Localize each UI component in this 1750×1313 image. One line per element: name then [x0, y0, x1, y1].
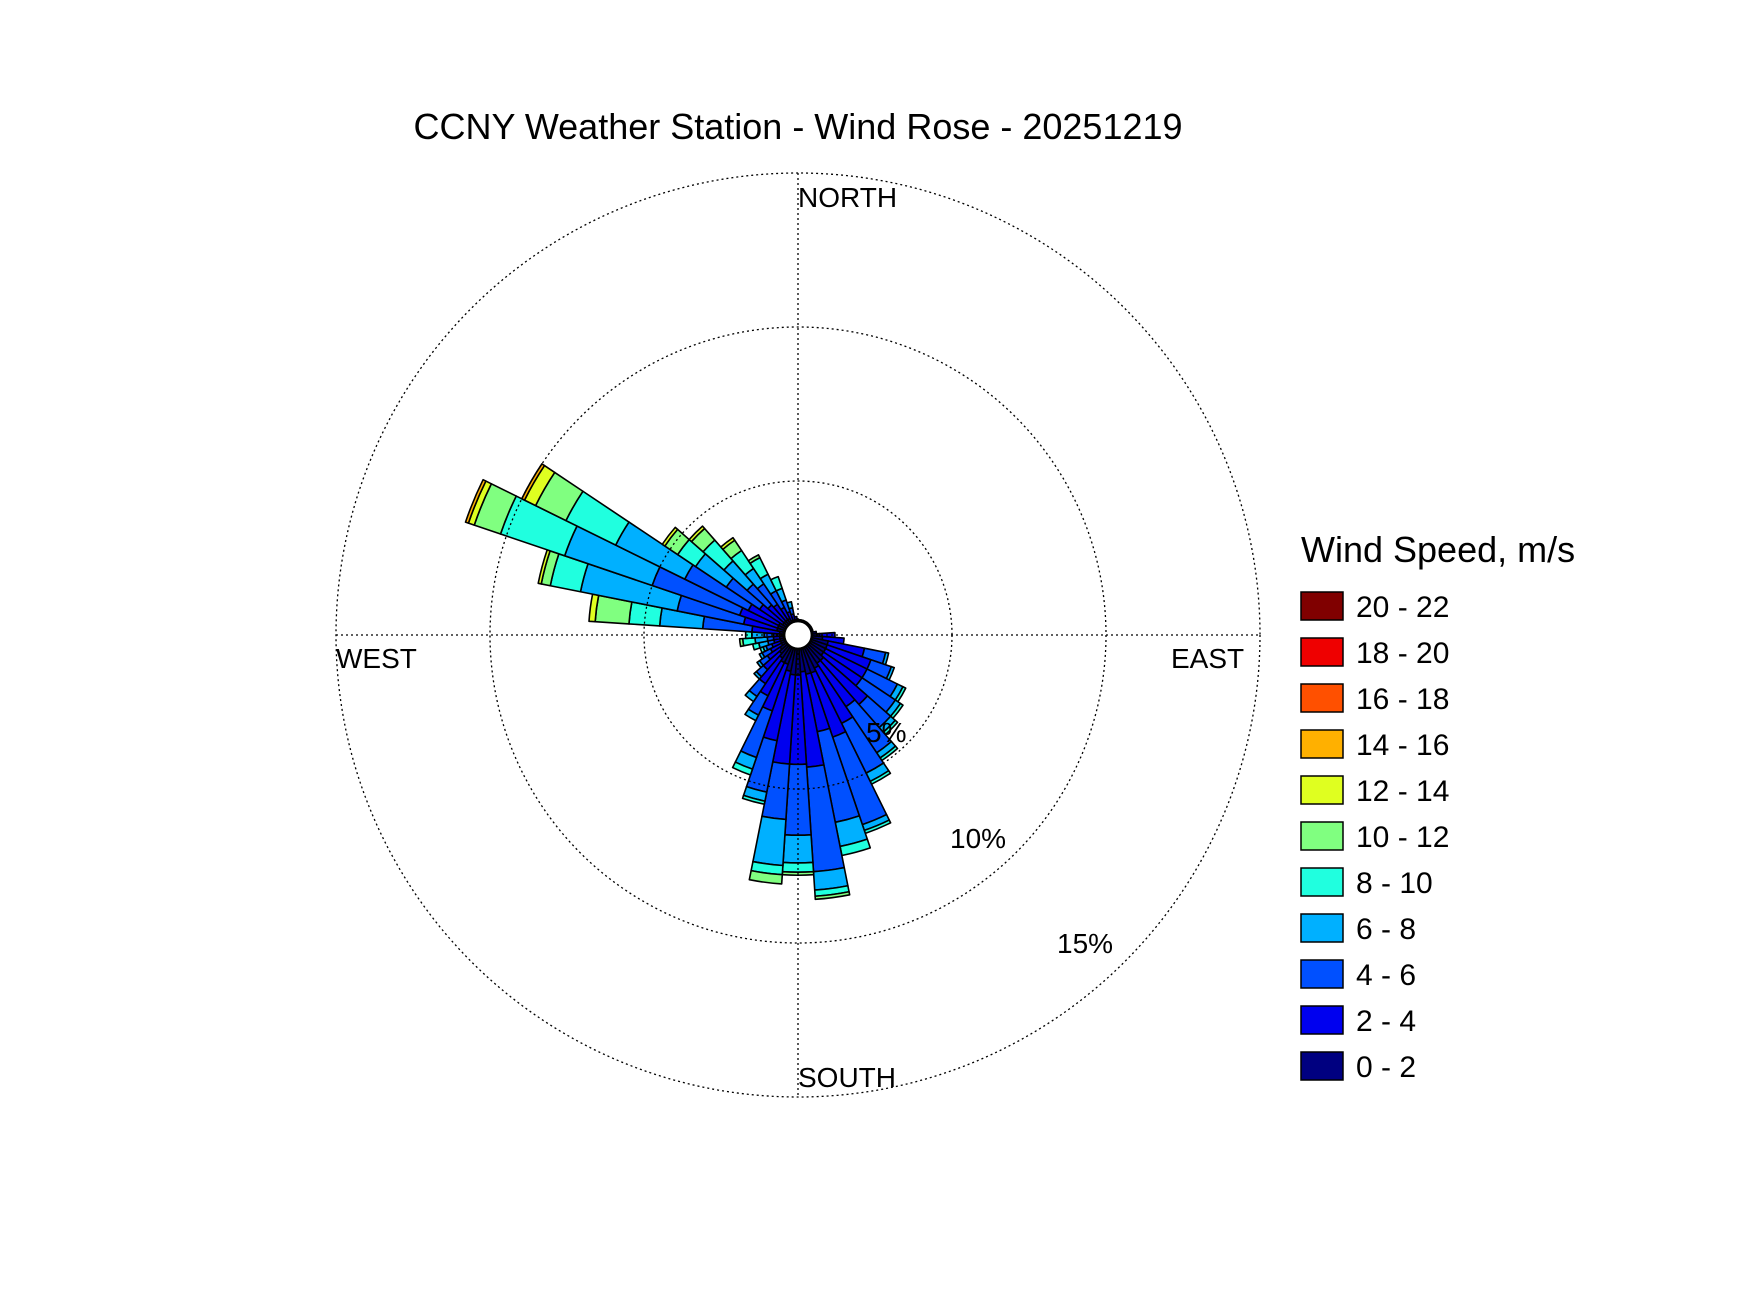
rose-bar-sector-25-bin-5 — [748, 869, 784, 885]
legend-swatch-8 — [1300, 959, 1344, 989]
legend-label-7: 6 - 8 — [1356, 913, 1416, 946]
ring-label-10: 10% — [950, 823, 1006, 854]
legend-swatch-5 — [1300, 821, 1344, 851]
legend-swatch-7 — [1300, 913, 1344, 943]
legend-label-1: 18 - 20 — [1356, 637, 1449, 670]
chart-title: CCNY Weather Station - Wind Rose - 20251… — [413, 106, 1182, 147]
legend-swatch-10 — [1300, 1051, 1344, 1081]
legend-swatch-2 — [1300, 683, 1344, 713]
rose-bar-sector-29-bin-3 — [744, 689, 758, 703]
legend-label-5: 10 - 12 — [1356, 821, 1449, 854]
rose-bar-sector-45-bin-4 — [769, 575, 783, 592]
rose-bar-sector-30-bin-3 — [753, 670, 763, 680]
rose-bar-sector-35-bin-5 — [738, 637, 745, 648]
rose-bar-sector-25-bin-3 — [752, 815, 787, 867]
legend-label-3: 14 - 16 — [1356, 729, 1449, 762]
legend-swatch-1 — [1300, 637, 1344, 667]
rose-bar-sector-46-bin-3 — [786, 600, 794, 610]
rose-center-hub — [782, 619, 814, 651]
rose-bar-sector-31-bin-3 — [756, 659, 765, 669]
legend-label-9: 2 - 4 — [1356, 1005, 1416, 1038]
legend-swatch-4 — [1300, 775, 1344, 805]
rose-bars — [464, 463, 907, 901]
rose-bar-sector-39-bin-7 — [464, 478, 487, 524]
legend: 20 - 22 18 - 20 16 - 18 14 - 16 12 - 14 10 - … — [1300, 591, 1449, 1084]
rose-bar-sector-28-bin-3 — [744, 708, 760, 722]
legend-title: Wind Speed, m/s — [1301, 529, 1575, 570]
legend-label-0: 20 - 22 — [1356, 591, 1449, 624]
rose-bar-sector-32-bin-3 — [758, 651, 766, 660]
rose-bar-sector-23-bin-5 — [814, 890, 851, 901]
direction-label-south: SOUTH — [798, 1062, 896, 1093]
legend-swatch-9 — [1300, 1005, 1344, 1035]
rose-bar-sector-42-bin-6 — [688, 525, 706, 543]
legend-label-2: 16 - 18 — [1356, 683, 1449, 716]
rose-bar-sector-47-bin-1 — [793, 615, 798, 621]
legend-swatch-6 — [1300, 867, 1344, 897]
direction-label-east: EAST — [1171, 643, 1244, 674]
direction-label-north: NORTH — [798, 182, 897, 213]
legend-label-10: 0 - 2 — [1356, 1051, 1416, 1084]
legend-label-8: 4 - 6 — [1356, 959, 1416, 992]
ring-label-5: 5% — [866, 717, 906, 748]
direction-label-west: WEST — [336, 643, 417, 674]
legend-swatch-0 — [1300, 591, 1344, 621]
legend-label-6: 8 - 10 — [1356, 867, 1433, 900]
rose-bar-sector-41-bin-6 — [661, 526, 679, 547]
rose-bar-sector-27-bin-4 — [731, 761, 754, 776]
legend-label-4: 12 - 14 — [1356, 775, 1449, 808]
legend-swatch-3 — [1300, 729, 1344, 759]
rose-bar-sector-26-bin-4 — [741, 794, 766, 805]
ring-label-15: 15% — [1057, 928, 1113, 959]
rose-bar-sector-44-bin-5 — [747, 554, 761, 565]
rose-bar-sector-43-bin-6 — [720, 536, 736, 551]
